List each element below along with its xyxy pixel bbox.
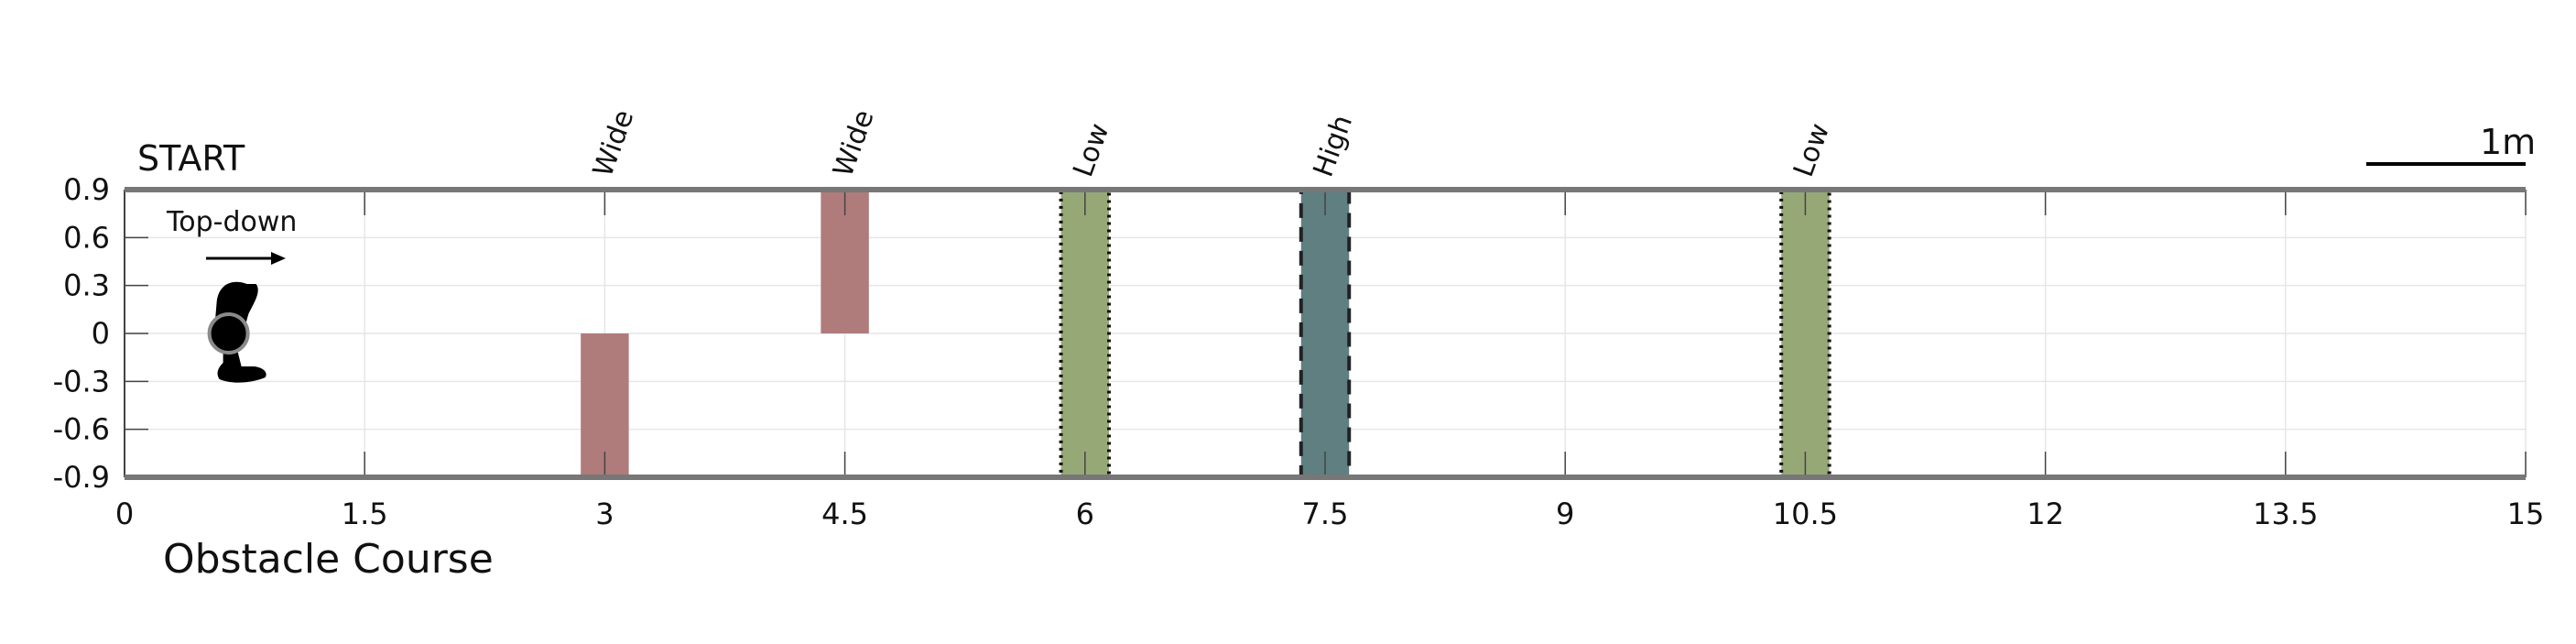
scale-bar: 1m [2366,122,2536,166]
label-layer: 0 1.5 3 4.5 6 7.5 9 10.5 12 13.5 15 0.9 0.6 0.3 0 -0.3 -… [53,105,2545,531]
view-label: Top-down [166,206,297,238]
direction-arrow-icon [206,252,286,265]
obstacle-bar [1779,188,1831,479]
x-tick-label: 15 [2507,497,2545,531]
y-tick-label: 0 [92,316,110,351]
start-label: START [137,138,245,179]
y-tick-label: 0.9 [63,172,110,207]
x-tick-label: 10.5 [1773,497,1838,531]
obstacle-layer [581,188,1831,479]
obstacle-label: Low [1788,119,1836,180]
x-tick-label: 9 [1556,497,1574,531]
obstacle-label: Wide [827,105,880,180]
y-tick-label: 0.6 [63,220,110,255]
obstacle-bar [1059,188,1112,479]
x-tick-label: 6 [1076,497,1094,531]
obstacle-bar [1299,188,1352,479]
y-tick-label: -0.6 [53,412,110,447]
x-tick-label: 0 [115,497,134,531]
y-tick-label: 0.3 [63,268,110,303]
x-tick-label: 7.5 [1302,497,1349,531]
scale-bar-label: 1m [2480,122,2536,162]
x-tick-label: 3 [595,497,614,531]
robot-icon [207,281,266,383]
y-tick-label: -0.3 [53,364,110,398]
axis-layer [124,187,2527,480]
obstacle-label: High [1308,111,1359,181]
obstacle-label: Wide [587,105,640,180]
y-tick-label: -0.9 [53,460,110,495]
robot-position-marker [207,312,250,355]
x-tick-label: 13.5 [2253,497,2318,531]
x-tick-label: 4.5 [821,497,868,531]
obstacle-label: Low [1067,119,1115,180]
chart-title: Obstacle Course [163,536,494,583]
x-tick-label: 1.5 [342,497,388,531]
x-tick-label: 12 [2027,497,2064,531]
